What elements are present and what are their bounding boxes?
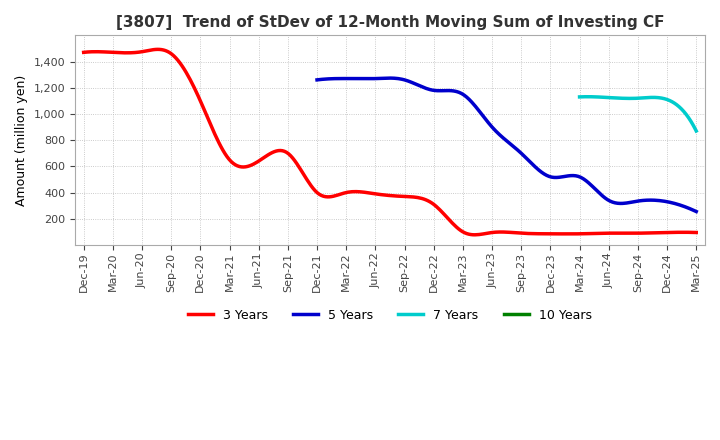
Y-axis label: Amount (million yen): Amount (million yen) [15, 74, 28, 206]
Title: [3807]  Trend of StDev of 12-Month Moving Sum of Investing CF: [3807] Trend of StDev of 12-Month Moving… [116, 15, 665, 30]
Legend: 3 Years, 5 Years, 7 Years, 10 Years: 3 Years, 5 Years, 7 Years, 10 Years [184, 304, 597, 327]
